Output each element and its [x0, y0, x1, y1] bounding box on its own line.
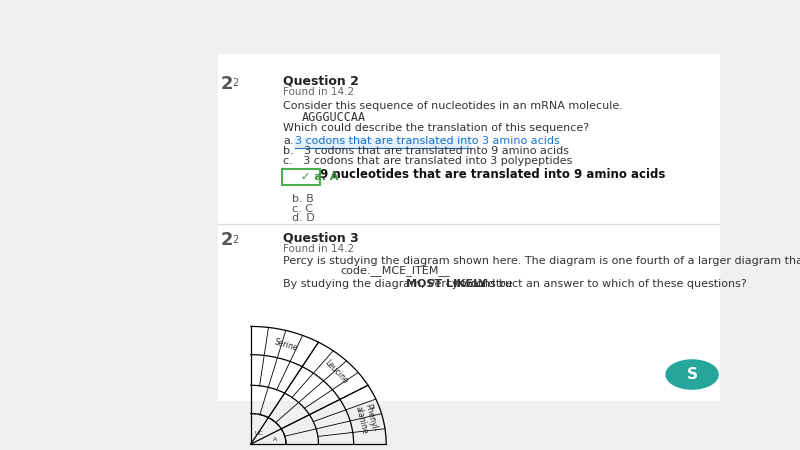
Text: ✓ a. A: ✓ a. A — [301, 172, 338, 182]
Text: b.   3 codons that are translated into 9 amino acids: b. 3 codons that are translated into 9 a… — [283, 146, 569, 156]
Text: Consider this sequence of nucleotides in an mRNA molecule.: Consider this sequence of nucleotides in… — [283, 101, 622, 111]
Text: 3 codons that are translated into 3 amino acids: 3 codons that are translated into 3 amin… — [295, 136, 560, 146]
Text: 9 nucleotides that are translated into 9 amino acids: 9 nucleotides that are translated into 9… — [320, 168, 666, 180]
Text: Which could describe the translation of this sequence?: Which could describe the translation of … — [283, 123, 589, 133]
Text: d. D: d. D — [292, 213, 315, 223]
Text: c.   3 codons that are translated into 3 polypeptides: c. 3 codons that are translated into 3 p… — [283, 156, 572, 166]
Text: c. C: c. C — [292, 204, 314, 214]
Text: Question 3: Question 3 — [283, 231, 358, 244]
Text: 2: 2 — [221, 231, 234, 249]
Text: a.: a. — [283, 136, 294, 146]
Text: 2: 2 — [232, 78, 238, 88]
Text: S: S — [686, 367, 698, 382]
Text: Percy is studying the diagram shown here. The diagram is one fourth of a larger : Percy is studying the diagram shown here… — [283, 256, 800, 266]
Text: to construct an answer to which of these questions?: to construct an answer to which of these… — [451, 279, 746, 289]
Text: Found in 14.2: Found in 14.2 — [283, 243, 354, 253]
Text: Phenyl-
alanine: Phenyl- alanine — [354, 403, 379, 435]
Text: Question 2: Question 2 — [283, 75, 358, 88]
Text: AGGGUCCAA: AGGGUCCAA — [302, 111, 366, 124]
Text: Leucine: Leucine — [323, 359, 350, 386]
Text: MOST LIKELY: MOST LIKELY — [406, 279, 486, 289]
Text: 2: 2 — [232, 235, 238, 245]
Text: 2: 2 — [221, 75, 234, 93]
Text: d.: d. — [283, 168, 296, 180]
Circle shape — [666, 360, 718, 389]
Text: Found in 14.2: Found in 14.2 — [283, 87, 354, 97]
Text: By studying the diagram, Percy would be: By studying the diagram, Percy would be — [283, 279, 516, 289]
Text: A: A — [273, 437, 278, 442]
Text: Serine: Serine — [273, 337, 298, 353]
Text: code.__MCE_ITEM__: code.__MCE_ITEM__ — [341, 265, 450, 276]
FancyBboxPatch shape — [218, 54, 720, 400]
Text: UC: UC — [254, 431, 263, 436]
FancyBboxPatch shape — [282, 169, 320, 185]
FancyBboxPatch shape — [294, 138, 470, 148]
Text: b. B: b. B — [292, 194, 314, 204]
